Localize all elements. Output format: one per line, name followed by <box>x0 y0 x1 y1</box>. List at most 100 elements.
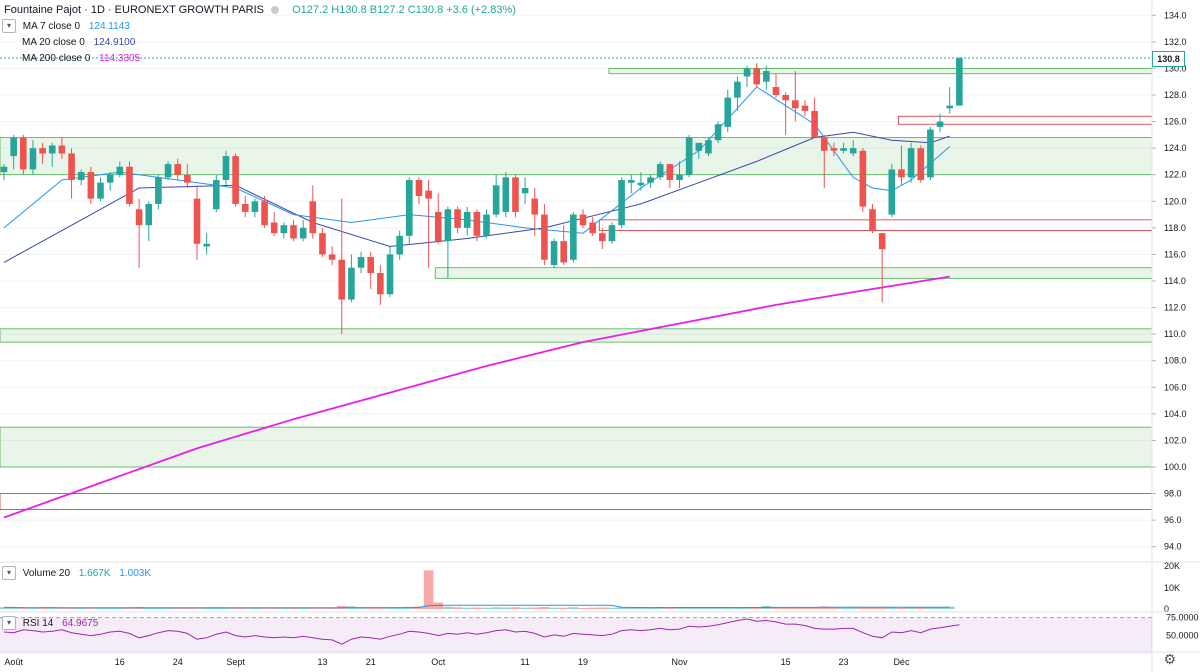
support-resistance-zones <box>0 68 1153 510</box>
volume-bar <box>915 607 926 609</box>
candle-up <box>357 251 365 274</box>
candle-up <box>656 161 664 181</box>
legend-ma200[interactable]: MA 200 close 0 114.3305 <box>22 51 140 67</box>
volume-bar <box>452 607 463 609</box>
candle-body <box>782 95 789 101</box>
price-tick-label: 112.0 <box>1164 303 1186 313</box>
chevron-down-icon[interactable]: ▾ <box>2 616 16 631</box>
price-tick-label: 106.0 <box>1164 382 1187 392</box>
candle-body <box>406 180 413 236</box>
candle-up <box>10 134 17 170</box>
candle-body <box>87 172 95 199</box>
time-tick-label: Août <box>4 657 23 667</box>
support-zone <box>0 328 1153 343</box>
candle-body <box>936 121 944 127</box>
volume-bar <box>520 607 530 609</box>
candle-up <box>907 142 915 183</box>
last-price-tag: 130.8 <box>1152 51 1185 67</box>
volume-bar <box>809 607 820 609</box>
time-tick-label: 23 <box>839 657 849 667</box>
time-axis[interactable]: Août 16 24 Sept 13 21 Oct 11 19 Nov 15 23 Déc <box>0 651 1200 667</box>
price-tick-label: 110.0 <box>1164 329 1186 339</box>
volume-value-2: 1.003K <box>119 568 152 579</box>
volume-bar <box>607 607 617 609</box>
volume-bar <box>597 607 608 609</box>
volume-bar <box>28 607 38 609</box>
price-tick-label: 94.0 <box>1164 542 1182 552</box>
volume-bar <box>645 607 656 609</box>
volume-bar <box>18 607 29 609</box>
candle-body <box>811 110 818 138</box>
candle-body <box>357 257 365 268</box>
chevron-down-icon[interactable]: ▾ <box>2 19 16 34</box>
candle-body <box>415 180 423 196</box>
price-tick-label: 100.0 <box>1164 462 1187 472</box>
candle-down <box>270 211 278 236</box>
volume-bar <box>57 607 67 609</box>
candle-down <box>878 233 886 303</box>
legend-ma7[interactable]: ▾ MA 7 close 0 124.1143 <box>2 19 130 35</box>
price-tick-label: 102.0 <box>1164 435 1187 445</box>
price-tick-label: 124.0 <box>1164 143 1187 153</box>
price-tick-label: 128.0 <box>1164 90 1187 100</box>
candle-down <box>869 203 876 234</box>
candle-up <box>695 142 703 159</box>
candle-down <box>290 219 297 242</box>
volume-bar <box>240 608 251 609</box>
candle-body <box>270 222 278 234</box>
candle-body <box>656 164 664 178</box>
ma7-value: 124.1143 <box>88 21 130 32</box>
candle-body <box>724 97 732 127</box>
candle-body <box>878 233 886 250</box>
candle-up <box>502 172 510 218</box>
candle-up <box>724 89 732 133</box>
candle-down <box>232 153 239 207</box>
volume-bar <box>105 607 115 609</box>
candle-body <box>58 145 66 154</box>
time-tick-label: 13 <box>317 657 327 667</box>
volume-bar <box>549 607 559 609</box>
candle-down <box>434 193 442 244</box>
candle-body <box>116 166 124 175</box>
candle-up <box>714 121 722 143</box>
volume-bar <box>423 570 434 609</box>
time-tick-label: 16 <box>115 657 125 667</box>
candle-up <box>483 209 490 239</box>
legend-volume[interactable]: ▾ Volume 20 1.667K 1.003K <box>2 566 151 582</box>
candle-up <box>222 150 230 186</box>
legend-ma20[interactable]: MA 20 close 0 124.9100 <box>22 35 135 51</box>
time-tick-label: Déc <box>893 657 910 667</box>
legend-rsi[interactable]: ▾ RSI 14 64.9675 <box>2 616 98 632</box>
candle-body <box>203 243 210 247</box>
candle-up <box>946 87 953 114</box>
candle-up <box>251 198 259 218</box>
price-axis[interactable]: 134.0 132.0 130.0 128.0 126.0 124.0 122.0 120.0… <box>1151 0 1200 672</box>
candle-down <box>261 195 268 228</box>
candle-down <box>338 198 346 335</box>
candle-up <box>647 174 654 188</box>
volume-bar <box>308 607 318 609</box>
volume-label: Volume 20 <box>22 568 71 579</box>
candle-down <box>68 148 75 199</box>
price-tick-label: 120.0 <box>1164 196 1187 206</box>
candle-body <box>531 198 539 215</box>
candle-body <box>68 153 75 181</box>
candle-up <box>386 246 394 297</box>
chevron-down-icon[interactable]: ▾ <box>2 566 16 581</box>
candle-down <box>782 92 789 135</box>
candle-up <box>521 177 529 204</box>
gear-icon[interactable]: ⚙ <box>1163 651 1176 667</box>
symbol-title[interactable]: Fountaine Pajot · 1D · EURONEXT GROWTH P… <box>4 4 264 16</box>
candle-body <box>396 235 403 255</box>
rsi-label: RSI 14 <box>22 618 54 629</box>
volume-bar <box>636 607 646 609</box>
candle-down <box>753 63 760 88</box>
candle-down <box>367 251 374 289</box>
candle-body <box>705 140 712 154</box>
candle-down <box>309 185 317 239</box>
volume-bar <box>925 607 936 609</box>
time-tick-label: 24 <box>173 657 183 667</box>
time-tick-label: 11 <box>520 657 529 667</box>
candle-down <box>58 137 66 159</box>
